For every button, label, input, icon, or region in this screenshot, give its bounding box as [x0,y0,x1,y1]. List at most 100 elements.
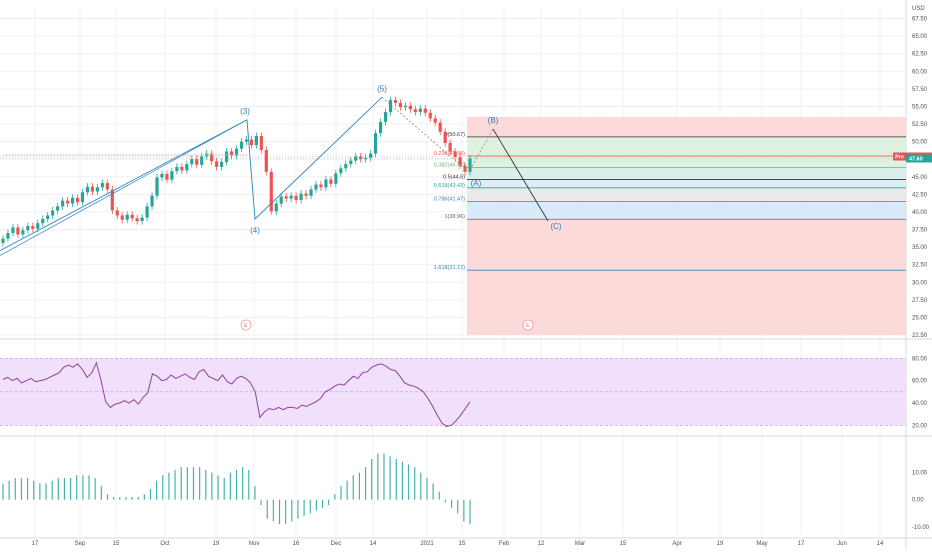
candle-body [185,164,189,171]
earnings-marker [522,319,534,331]
fib-zone-bottom [467,270,906,335]
macd-histogram-bar [278,499,281,525]
fib-zone [467,201,906,220]
rsi-tick-label: 80.00 [912,356,928,362]
price-tick-label: 25.00 [912,315,928,321]
wave-label: (A) [471,179,482,188]
macd-histogram-bar [192,467,195,500]
macd-histogram-bar [39,483,41,500]
macd-histogram-bar [309,499,311,514]
fib-zone-top [467,116,906,137]
candle-body [423,108,427,113]
time-tick-label: Jun [837,541,847,547]
candle-body [279,196,283,204]
candle-body [85,186,90,193]
time-tick-label: 19 [213,541,220,547]
candle-body [398,102,403,108]
macd-histogram-bar [260,499,262,506]
macd-histogram-bar [469,499,471,525]
fib-zone [467,219,906,271]
earnings-marker-label: E [244,323,248,329]
macd-histogram-bar [149,488,152,500]
macd-histogram-bar [76,475,78,500]
candle-body [388,100,393,113]
macd-histogram-bar [106,494,109,500]
pre-market-tag-label: Pre [895,155,904,161]
macd-histogram-bar [51,480,53,500]
candle-body [443,131,447,144]
candle-body [224,151,229,163]
rsi-tick-label: 60.00 [912,379,928,385]
candle-body [46,215,50,219]
macd-histogram-bar [444,499,447,503]
candle-body [364,157,368,160]
price-tick-label: 52.50 [912,122,928,128]
macd-histogram-bar [340,486,342,500]
candle-body [249,139,254,146]
macd-histogram-bar [156,480,158,500]
candle-body [448,143,452,152]
macd-histogram-bar [272,499,274,522]
macd-histogram-bar [63,478,66,500]
candle-body [403,105,408,108]
time-tick-label: 2021 [420,541,434,547]
candle-body [289,195,293,199]
macd-histogram-bar [69,478,72,500]
macd-histogram-bar [383,453,385,500]
candle-body [418,108,422,113]
macd-histogram-bar [168,472,170,500]
time-tick-label: 14 [877,541,884,547]
macd-histogram-bar [14,478,16,500]
price-tick-label: 45.00 [912,175,928,181]
candle-body [274,203,278,212]
candle-body [65,200,70,204]
time-tick-label: Oct [160,541,170,547]
fib-zone [467,156,906,168]
wave-c-projection [492,128,549,222]
fib-level-label: 1.618(31.72) [434,265,465,271]
fib-level-label: 0.382(46.32) [434,162,465,168]
fib-zone [467,179,906,188]
macd-histogram-bar [321,499,324,508]
time-tick-label: Sep [75,541,86,547]
price-tick-label: 60.00 [912,69,928,75]
macd-histogram-bar [395,459,397,500]
macd-histogram-bar [426,478,428,500]
macd-histogram-bar [358,472,360,500]
candle-body [26,226,30,231]
lower-trendline [0,119,248,256]
fib-level-label: 0.786(41.47) [434,197,465,203]
macd-histogram-bar [285,499,287,525]
macd-histogram-bar [352,475,354,500]
macd-histogram-bar [457,499,459,514]
macd-histogram-bar [119,497,121,500]
time-tick-label: 17 [798,541,805,547]
macd-histogram-bar [100,486,102,500]
candle-body [339,168,343,174]
macd-histogram-bar [186,467,188,500]
macd-histogram-bar [94,478,96,500]
macd-histogram-bar [45,483,47,500]
candle-body [135,218,139,222]
wave-label: (4) [250,226,260,235]
candle-body [329,179,333,184]
time-tick-label: Nov [249,541,260,547]
time-tick-label: Dec [331,541,342,547]
macd-histogram-bar [438,491,440,500]
candle-body [31,226,35,229]
macd-histogram-bar [303,499,305,516]
candle-body [130,214,134,219]
candle-body [428,112,432,119]
candle-body [1,238,5,243]
macd-histogram-bar [223,478,225,500]
price-tick-label: 40.00 [912,210,928,216]
candle-body [344,164,348,169]
candle-body [115,210,119,216]
price-tick-label: 35.00 [912,245,928,251]
macd-histogram-bar [432,483,434,500]
fib-zone [467,167,906,180]
wave-label: (3) [240,107,250,116]
candle-body [120,215,124,220]
